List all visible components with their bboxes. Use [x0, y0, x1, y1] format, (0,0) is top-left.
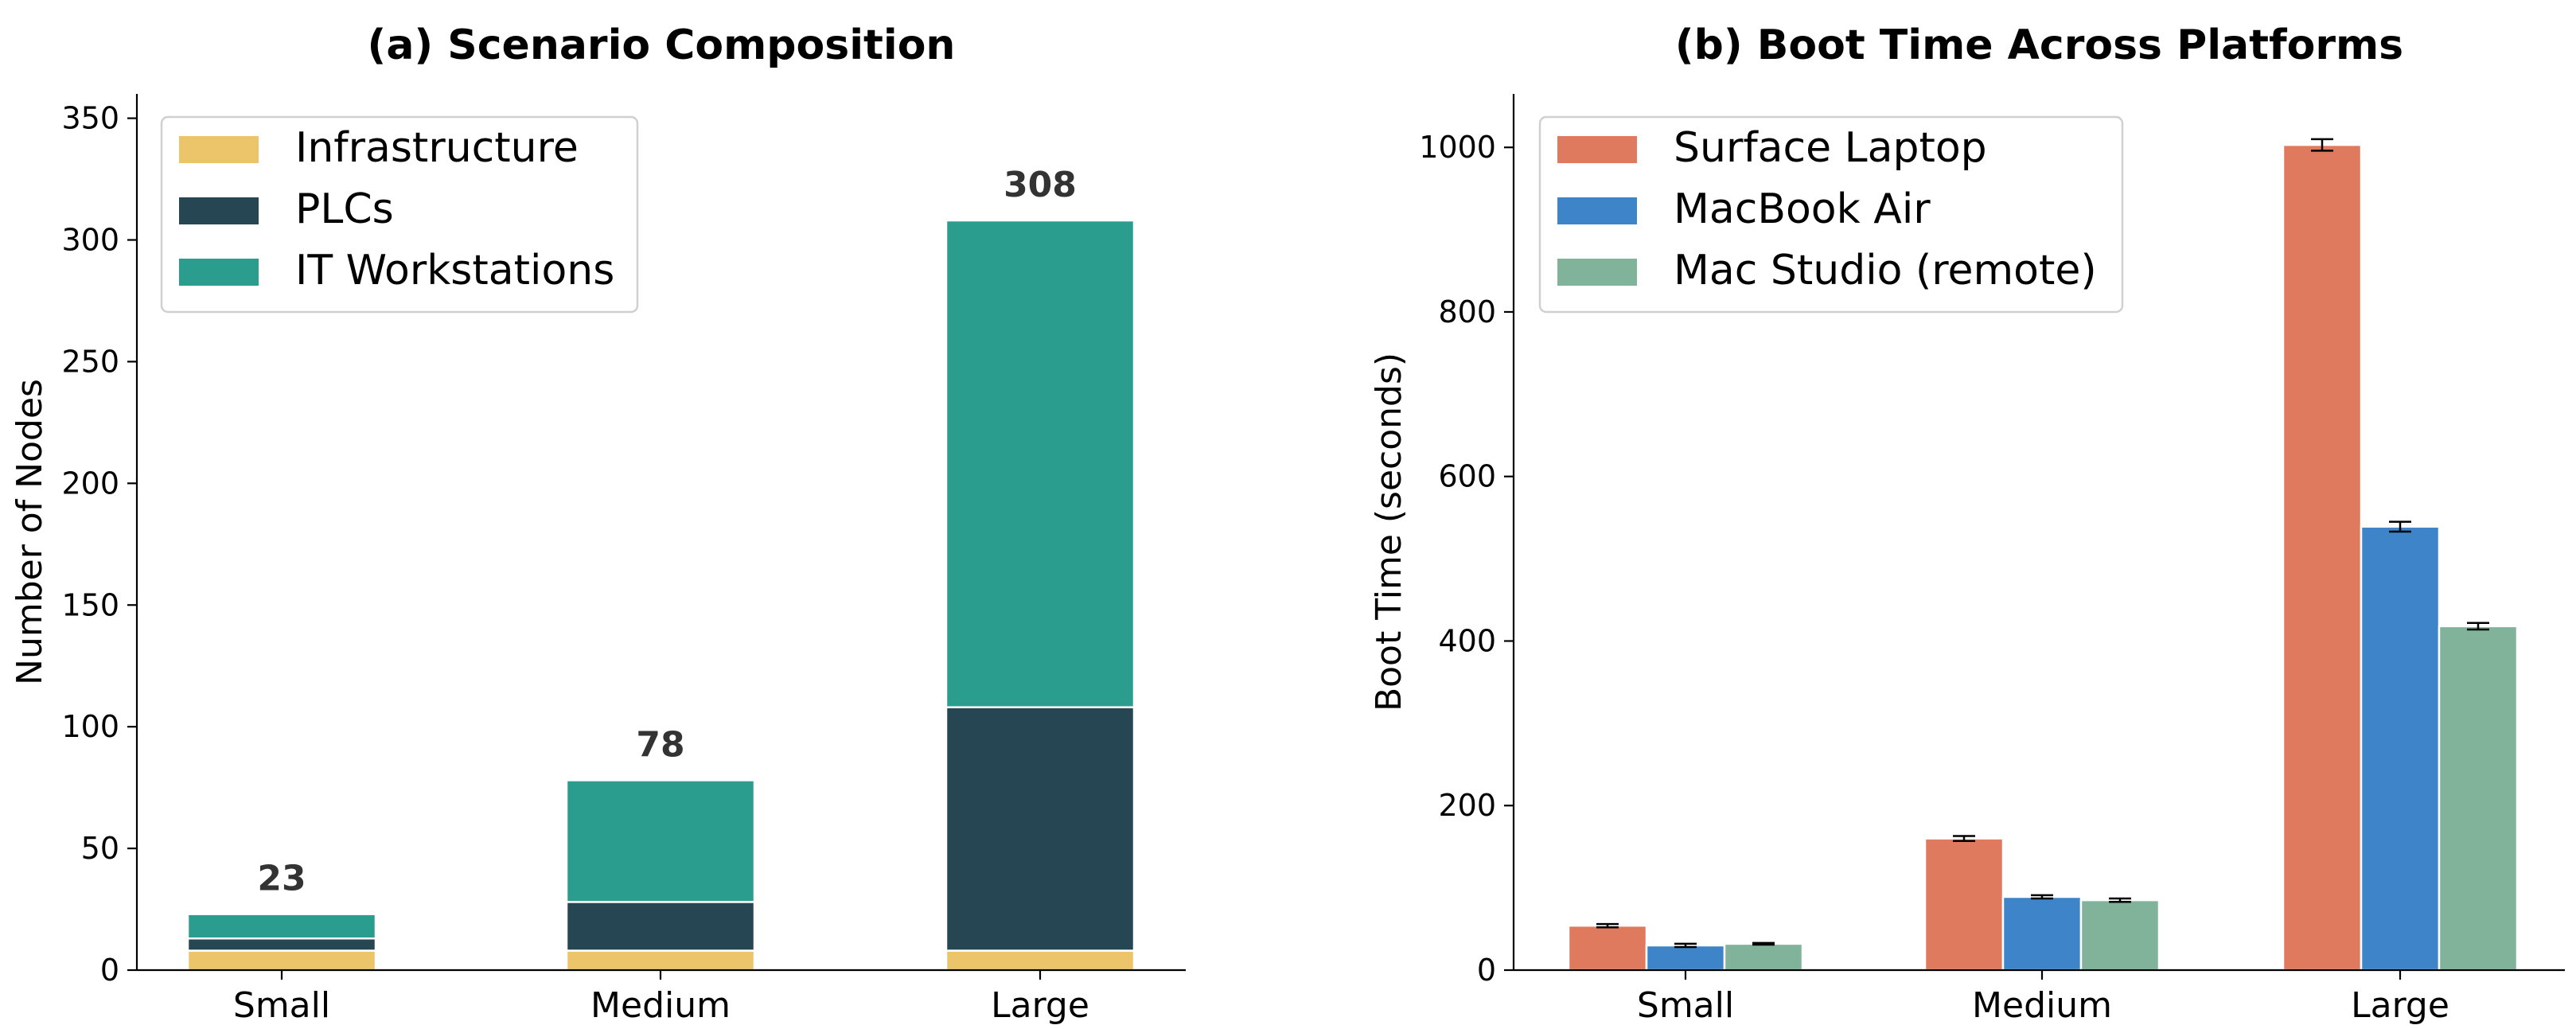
- panel-b-boot-time: (b) Boot Time Across Platforms Boot Time…: [1369, 21, 2565, 1026]
- bar-macbook-air-medium: [2001, 895, 2083, 972]
- legend-swatch-it-workstations: [179, 259, 259, 286]
- legend-a: Infrastructure PLCs IT Workstations: [160, 115, 639, 314]
- bar-mac-studio-remote-medium: [2079, 898, 2161, 972]
- legend-label-mac-studio-remote: Mac Studio (remote): [1674, 247, 2097, 294]
- y-tick-label: 200: [61, 466, 119, 501]
- legend-swatch-infrastructure: [179, 136, 259, 163]
- y-tick-label: 600: [1438, 459, 1496, 494]
- y-axis-label-b: Boot Time (seconds): [1369, 353, 1409, 711]
- bar-surface-laptop-medium: [1923, 837, 2005, 972]
- bar-infrastructure-small: [186, 949, 377, 972]
- y-tick-label: 400: [1438, 623, 1496, 658]
- bar-it-workstations-medium: [565, 779, 756, 903]
- y-tick-label: 300: [61, 223, 119, 258]
- bars-a: 23 78 308: [186, 165, 1136, 972]
- y-tick-label: 100: [61, 709, 119, 744]
- chart-title-b: (b) Boot Time Across Platforms: [1675, 21, 2403, 69]
- bar-mac-studio-remote-large: [2438, 625, 2519, 972]
- legend-swatch-mac-studio-remote: [1557, 259, 1637, 286]
- legend-swatch-macbook-air: [1557, 197, 1637, 224]
- y-tick-label: 50: [81, 831, 119, 866]
- axes-a: 0 50 100 150 200 250 300 350 Small Medium Large: [61, 94, 1186, 1026]
- x-tick-label-small: Small: [1637, 985, 1734, 1026]
- x-tick-label-large: Large: [2351, 985, 2449, 1026]
- y-tick-label: 800: [1438, 294, 1496, 329]
- legend-label-plcs: PLCs: [295, 185, 394, 233]
- legend-frame: [160, 115, 639, 314]
- bar-it-workstations-small: [186, 913, 377, 940]
- legend-label-macbook-air: MacBook Air: [1674, 185, 1931, 233]
- bar-it-workstations-large: [945, 219, 1136, 708]
- bar-mac-studio-remote-small: [1723, 942, 1804, 972]
- bar-macbook-air-small: [1645, 944, 1726, 972]
- bar-macbook-air-large: [2360, 525, 2441, 972]
- x-tick-label-medium: Medium: [590, 985, 731, 1026]
- x-tick-label-small: Small: [233, 985, 330, 1026]
- total-label-large: 308: [1004, 165, 1077, 205]
- legend-label-surface-laptop: Surface Laptop: [1674, 124, 1987, 172]
- chart-title-a: (a) Scenario Composition: [368, 21, 956, 69]
- bar-plcs-large: [945, 706, 1136, 952]
- legend-swatch-surface-laptop: [1557, 136, 1637, 163]
- x-tick-label-large: Large: [991, 985, 1089, 1026]
- bar-plcs-small: [186, 937, 377, 952]
- y-tick-label: 0: [1477, 953, 1496, 988]
- bars-b: [1567, 138, 2519, 972]
- bar-surface-laptop-large: [2282, 143, 2363, 972]
- total-label-medium: 78: [636, 724, 684, 765]
- y-tick-label: 150: [61, 587, 119, 622]
- x-tick-label-medium: Medium: [1972, 985, 2112, 1026]
- y-axis-label-a: Number of Nodes: [10, 379, 50, 685]
- total-label-small: 23: [257, 859, 306, 899]
- legend-label-infrastructure: Infrastructure: [295, 124, 579, 172]
- y-tick-label: 200: [1438, 788, 1496, 823]
- axes-b: 0 200 400 600 800 1000 Small Medium Large: [1419, 94, 2565, 1026]
- legend-frame: [1538, 115, 2124, 314]
- legend-label-it-workstations: IT Workstations: [295, 247, 614, 294]
- y-tick-label: 350: [61, 101, 119, 136]
- legend-swatch-plcs: [179, 197, 259, 224]
- panel-a-scenario-composition: (a) Scenario Composition Number of Nodes…: [10, 21, 1186, 1026]
- y-tick-label: 1000: [1419, 130, 1496, 165]
- bar-plcs-medium: [565, 901, 756, 952]
- legend-b: Surface Laptop MacBook Air Mac Studio (rem…: [1538, 115, 2124, 314]
- bar-infrastructure-medium: [565, 949, 756, 972]
- y-tick-label: 0: [100, 953, 119, 988]
- bar-infrastructure-large: [945, 949, 1136, 972]
- y-tick-label: 250: [61, 344, 119, 379]
- bar-surface-laptop-small: [1567, 924, 1648, 972]
